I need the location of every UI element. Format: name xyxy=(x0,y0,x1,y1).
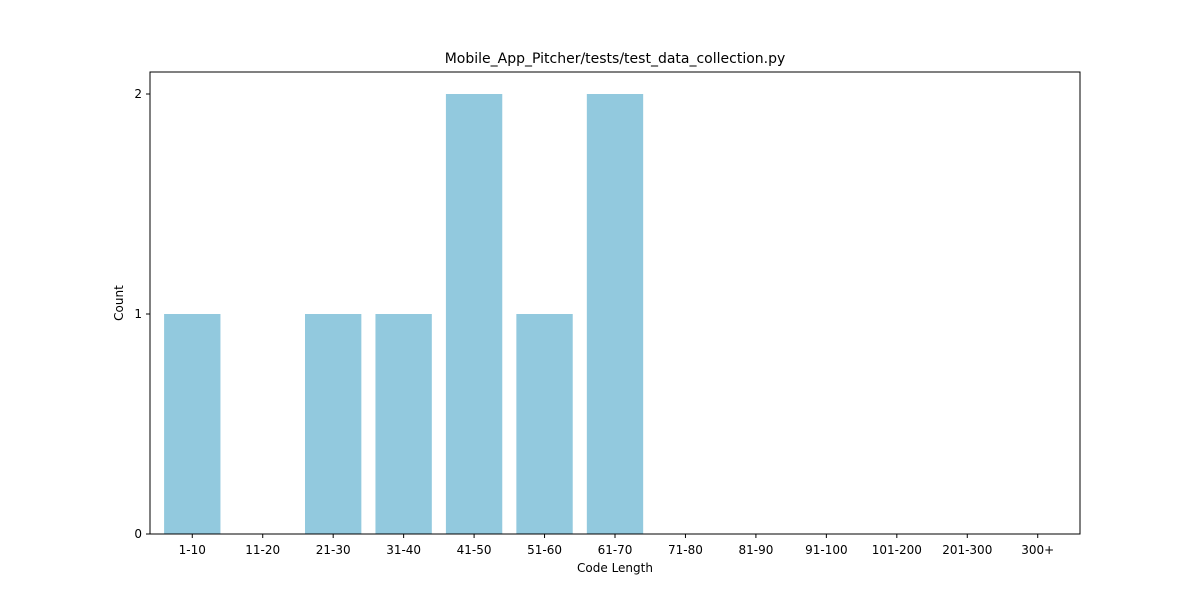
y-axis: 0 1 2 xyxy=(134,87,150,541)
bars-layer xyxy=(164,94,644,534)
x-tick-label: 300+ xyxy=(1021,543,1054,557)
chart-title: Mobile_App_Pitcher/tests/test_data_colle… xyxy=(445,51,786,67)
x-tick-label: 1-10 xyxy=(179,543,206,557)
x-tick-label: 51-60 xyxy=(527,543,562,557)
y-tick-label: 2 xyxy=(134,87,142,101)
x-tick-label: 91-100 xyxy=(805,543,848,557)
x-axis: 1-10 11-20 21-30 31-40 41-50 51-60 61-70 71-80 8… xyxy=(179,534,1054,557)
y-tick-label: 0 xyxy=(134,527,142,541)
x-tick-label: 61-70 xyxy=(598,543,633,557)
x-tick-label: 41-50 xyxy=(457,543,492,557)
x-tick-label: 201-300 xyxy=(942,543,992,557)
x-tick-label: 101-200 xyxy=(872,543,922,557)
bar-31-40 xyxy=(375,314,432,534)
x-tick-label: 31-40 xyxy=(386,543,421,557)
bar-1-10 xyxy=(164,314,221,534)
y-tick-label: 1 xyxy=(134,307,142,321)
bar-41-50 xyxy=(445,94,503,534)
x-tick-label: 21-30 xyxy=(316,543,351,557)
x-axis-label: Code Length xyxy=(577,561,653,575)
bar-21-30 xyxy=(305,314,362,534)
x-tick-label: 11-20 xyxy=(245,543,280,557)
bar-61-70 xyxy=(586,94,644,534)
bar-51-60 xyxy=(516,314,573,534)
y-axis-label: Count xyxy=(112,285,126,321)
x-tick-label: 71-80 xyxy=(668,543,703,557)
x-tick-label: 81-90 xyxy=(738,543,773,557)
